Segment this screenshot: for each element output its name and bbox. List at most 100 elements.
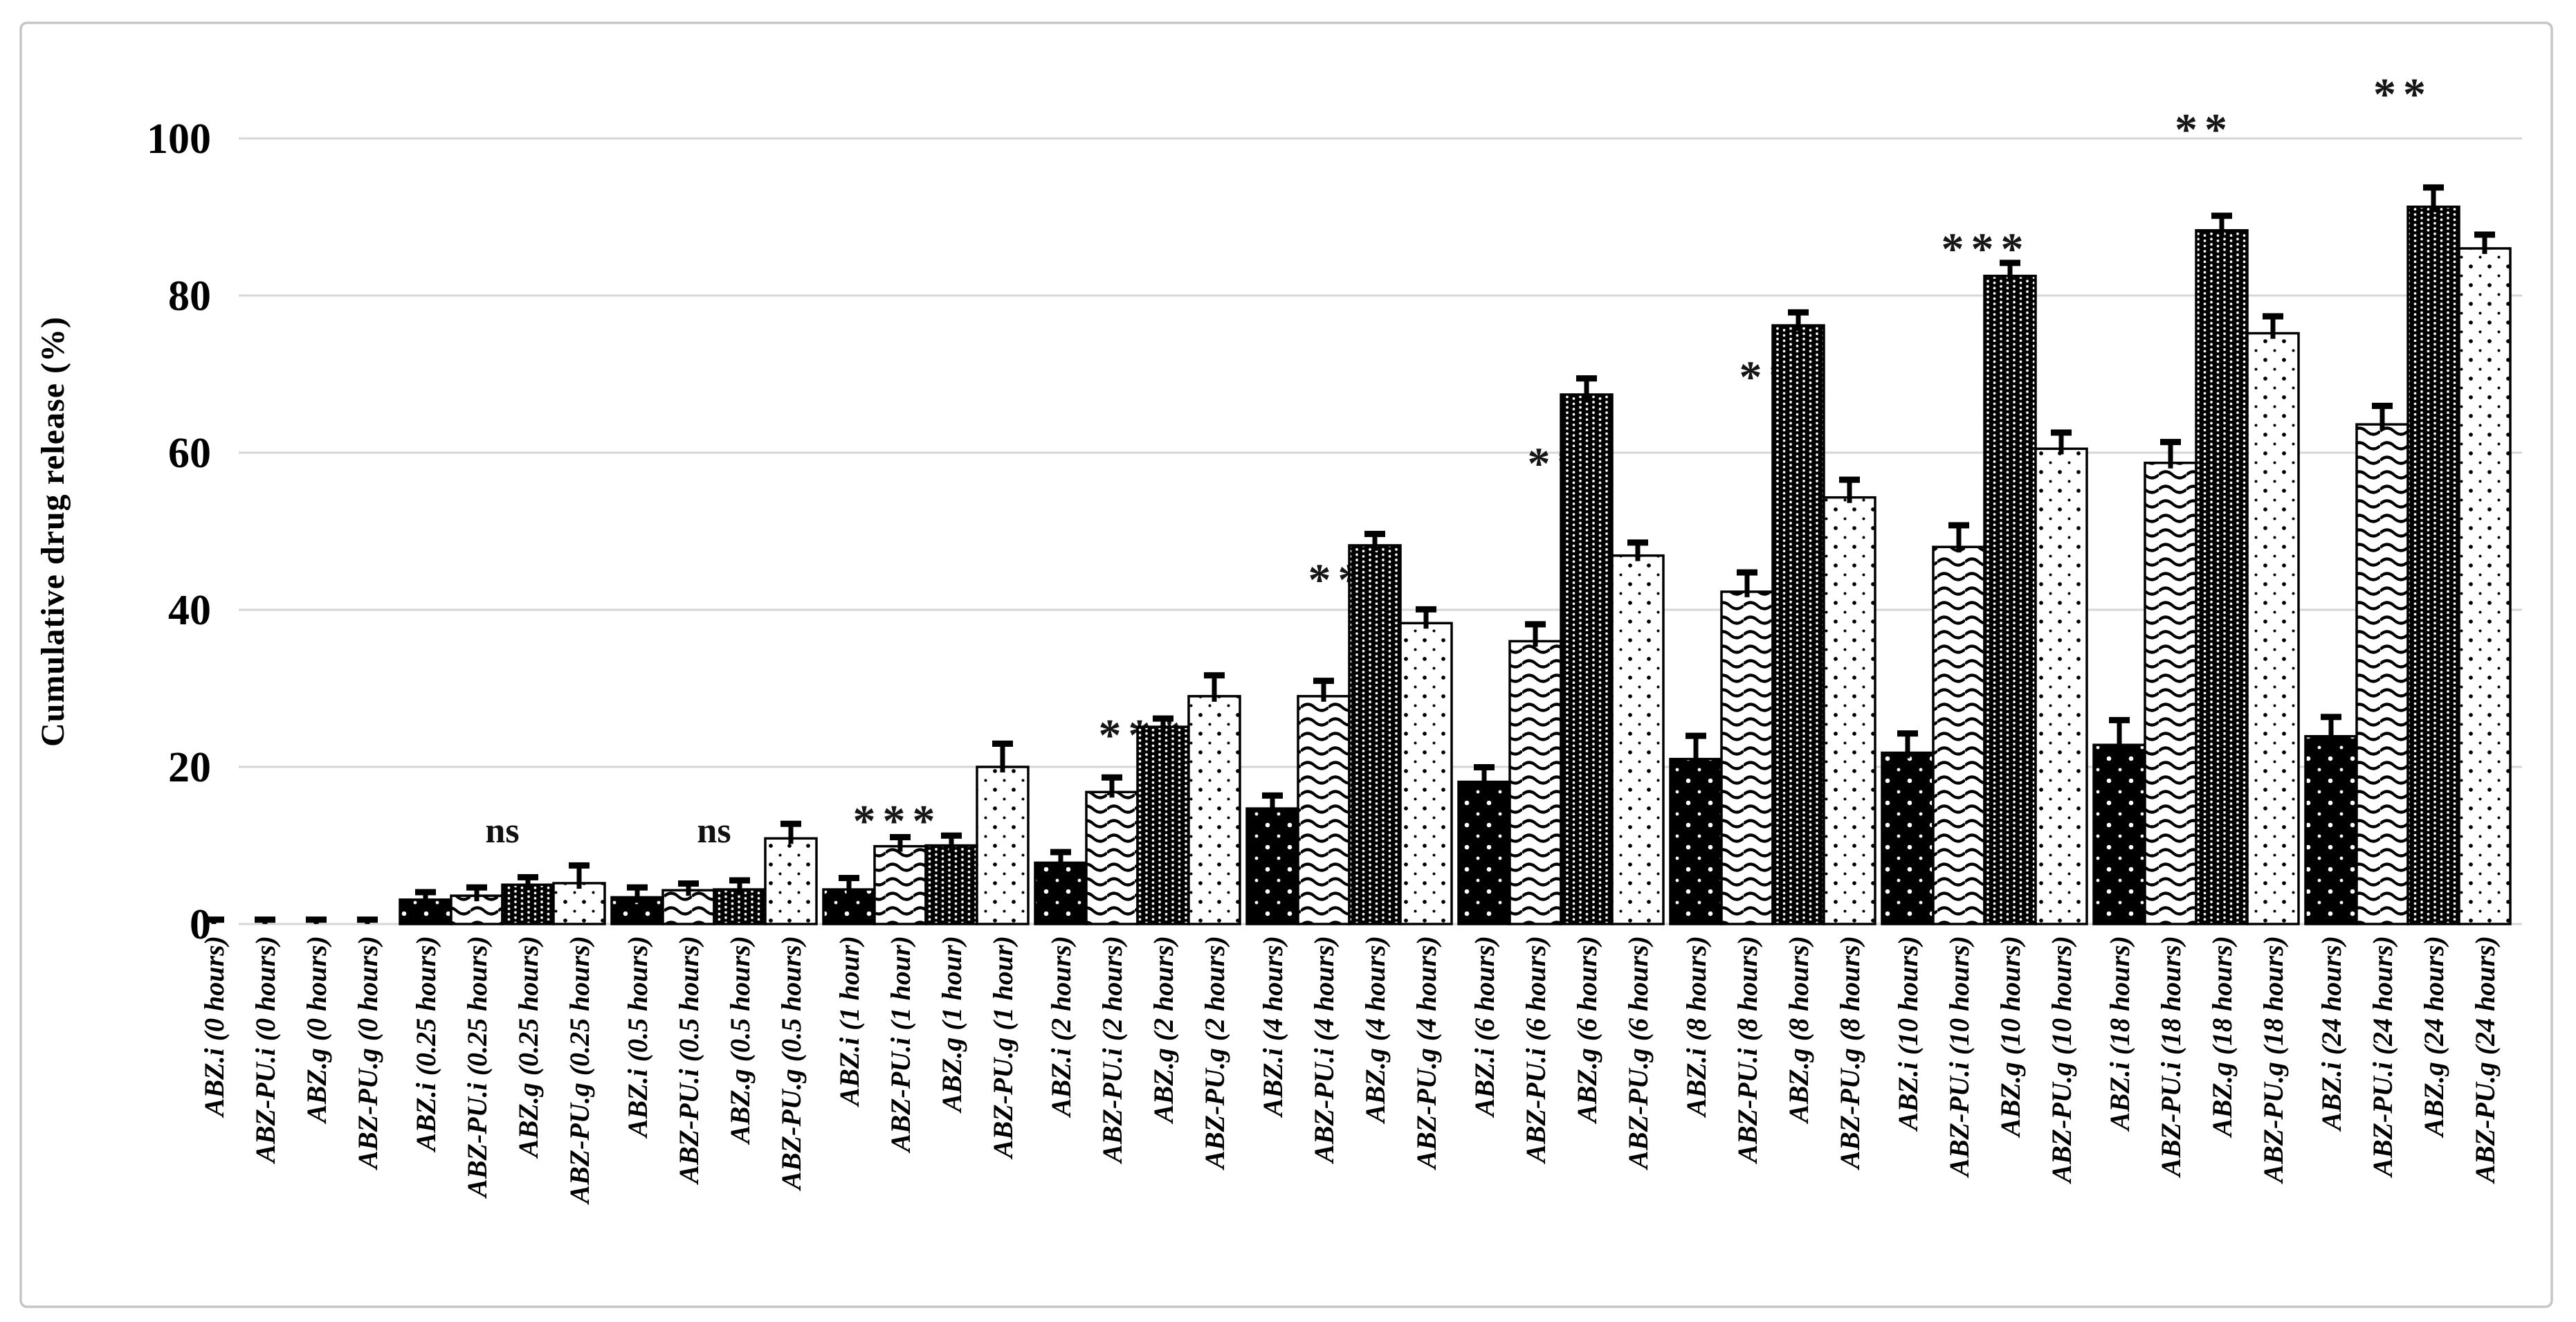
bar-ABZ.i-24-hours	[2304, 734, 2358, 925]
error-bar-cap	[203, 916, 224, 923]
error-bar-cap	[1948, 522, 1969, 529]
bar-ABZ-PU.g-0.5-hours	[764, 837, 818, 925]
error-bar-cap	[1102, 774, 1122, 781]
error-bar-cap	[1525, 621, 1546, 628]
bars-and-error-bars	[203, 184, 2512, 925]
error-bar-stem	[1321, 680, 1326, 702]
x-category-label: ABZ.g (2 hours)	[1148, 936, 1179, 1125]
x-category-label: ABZ.i (0.25 hours)	[410, 936, 441, 1153]
bar-ABZ.g-1-hour	[924, 844, 978, 925]
x-category-label: ABZ-PU.i (2 hours)	[1097, 936, 1128, 1165]
error-bar-stem	[897, 837, 903, 852]
error-bar-cap	[678, 880, 699, 887]
y-tick-label: 20	[168, 744, 211, 791]
x-category-label: ABZ.g (0 hours)	[301, 936, 332, 1125]
error-bar-stem	[2431, 187, 2436, 212]
error-bar-stem	[1533, 624, 1538, 647]
error-bar-stem	[2219, 215, 2225, 236]
x-category-label: ABZ-PU.i (1 hour)	[885, 936, 916, 1154]
x-category-label: ABZ-PU.i (4 hours)	[1308, 936, 1340, 1165]
error-bar-cap	[2109, 716, 2130, 723]
bar-ABZ-PU.i-4-hours	[1297, 695, 1351, 925]
error-bar-stem	[2117, 719, 2122, 751]
error-bar-cap	[2372, 402, 2393, 409]
error-bar-cap	[780, 820, 801, 827]
bar-ABZ-PU.g-10-hours	[2034, 447, 2088, 925]
x-category-label: ABZ.i (10 hours)	[1892, 936, 1924, 1132]
error-bar-cap	[357, 916, 378, 923]
x-category-label: ABZ.i (2 hours)	[1045, 936, 1077, 1119]
error-bar-cap	[1364, 530, 1385, 537]
y-tick-label: 100	[147, 116, 211, 163]
error-bar-stem	[525, 876, 531, 891]
bar-ABZ-PU.i-1-hour	[873, 844, 927, 925]
error-bar-cap	[2321, 714, 2341, 721]
error-bar-stem	[634, 887, 640, 903]
x-category-label: ABZ.i (4 hours)	[1257, 936, 1288, 1119]
error-bar-stem	[1796, 311, 1801, 332]
error-bar-stem	[2168, 442, 2173, 469]
error-bar-stem	[2379, 405, 2385, 431]
error-bar-stem	[2270, 316, 2276, 339]
bar-ABZ.i-6-hours	[1457, 780, 1511, 925]
error-bar-stem	[1744, 572, 1750, 597]
error-bar-cap	[1627, 539, 1648, 546]
error-bar-cap	[890, 834, 911, 841]
x-category-label: ABZ-PU.g (4 hours)	[1411, 936, 1442, 1171]
error-bar-cap	[2000, 260, 2020, 266]
y-tick-label: 40	[168, 587, 211, 634]
error-bar-stem	[1423, 608, 1429, 629]
bar-ABZ-PU.g-0.25-hours	[552, 882, 606, 925]
bar-ABZ.i-2-hours	[1034, 861, 1088, 925]
bar-ABZ.g-0.25-hours	[501, 883, 555, 925]
significance-marker: ***	[1942, 224, 2031, 274]
x-category-label: ABZ.g (24 hours)	[2418, 936, 2449, 1139]
bar-ABZ-PU.i-2-hours	[1085, 790, 1139, 925]
error-bar-stem	[1212, 675, 1217, 702]
bar-ABZ-PU.g-8-hours	[1823, 496, 1876, 925]
error-bar-cap	[992, 740, 1013, 747]
x-category-label: ABZ.i (1 hour)	[834, 936, 865, 1108]
bar-ABZ-PU.g-4-hours	[1399, 622, 1453, 925]
x-category-label: ABZ.g (8 hours)	[1783, 936, 1814, 1125]
bar-ABZ.g-4-hours	[1348, 544, 1402, 925]
error-bar-stem	[474, 887, 479, 902]
error-bar-cap	[2474, 231, 2495, 238]
error-bar-cap	[1737, 569, 1757, 576]
x-category-label: ABZ.g (0.5 hours)	[724, 936, 756, 1146]
x-category-label: ABZ.i (0.5 hours)	[622, 936, 653, 1139]
x-category-label: ABZ-PU.g (2 hours)	[1199, 936, 1230, 1171]
significance-marker: **	[2373, 69, 2433, 120]
figure-border	[19, 21, 2553, 1308]
error-bar-stem	[2058, 432, 2064, 455]
error-bar-stem	[1847, 479, 1852, 503]
bar-ABZ-PU.i-18-hours	[2144, 462, 2198, 925]
bar-ABZ.i-10-hours	[1881, 751, 1935, 925]
error-bar-cap	[569, 862, 590, 869]
error-bar-cap	[2211, 212, 2232, 219]
x-category-label: ABZ-PU.g (24 hours)	[2469, 936, 2501, 1185]
error-bar-cap	[415, 889, 436, 896]
bar-ABZ.g-2-hours	[1136, 725, 1190, 925]
bar-ABZ-PU.g-6-hours	[1611, 554, 1665, 925]
bar-ABZ-PU.i-24-hours	[2355, 423, 2409, 925]
error-bar-stem	[1905, 733, 1910, 759]
bar-ABZ-PU.g-24-hours	[2458, 247, 2512, 925]
bar-ABZ.g-24-hours	[2406, 205, 2460, 925]
significance-marker: ns	[697, 811, 731, 851]
x-category-label: ABZ-PU.g (10 hours)	[2046, 936, 2077, 1185]
error-bar-cap	[839, 875, 859, 882]
x-axis-category-labels: ABZ.i (0 hours) ABZ-PU.i (0 hours) ABZ.g (…	[199, 936, 2501, 1206]
y-axis-title: Cumulative drug release (%)	[35, 316, 71, 747]
x-category-label: ABZ.g (4 hours)	[1360, 936, 1391, 1125]
error-bar-stem	[1635, 542, 1641, 561]
error-bar-cap	[2423, 184, 2444, 191]
x-category-label: ABZ-PU.i (10 hours)	[1944, 936, 1975, 1179]
x-category-label: ABZ-PU.g (1 hour)	[987, 936, 1018, 1160]
error-bar-stem	[2007, 262, 2013, 282]
bar-ABZ.i-18-hours	[2092, 743, 2146, 925]
x-category-label: ABZ-PU.i (24 hours)	[2367, 936, 2398, 1179]
x-category-label: ABZ-PU.i (0.5 hours)	[673, 936, 704, 1186]
error-bar-cap	[729, 877, 750, 884]
